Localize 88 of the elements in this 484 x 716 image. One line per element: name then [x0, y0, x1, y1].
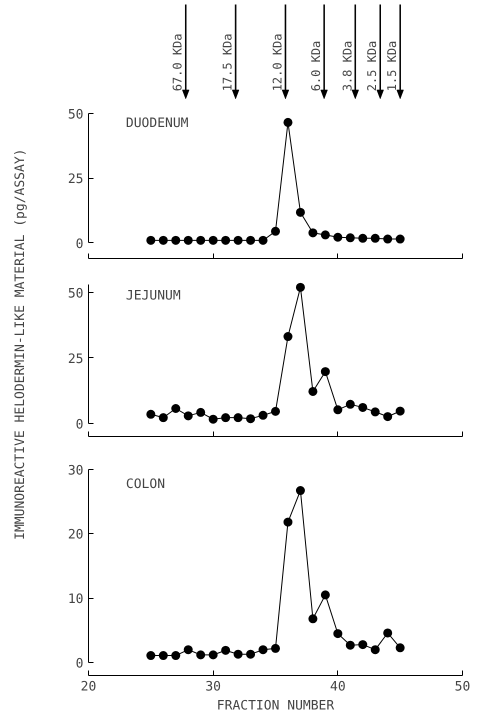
point: [246, 650, 256, 659]
point: [370, 407, 380, 416]
point: [283, 518, 292, 527]
point: [383, 234, 392, 244]
point: [296, 282, 305, 292]
point: [196, 236, 206, 245]
point: [146, 410, 156, 419]
point: [146, 651, 156, 660]
point: [184, 411, 193, 420]
x-axis-title: FRACTION NUMBER: [216, 698, 334, 714]
point: [196, 408, 206, 417]
point: [184, 236, 193, 245]
point: [370, 234, 380, 243]
point: [208, 236, 218, 245]
y-tick-label: 0: [76, 236, 84, 252]
chart-title: DUODENUM: [126, 116, 189, 132]
point: [370, 645, 380, 654]
point: [320, 230, 330, 240]
point: [234, 236, 243, 245]
x-tick-label: 30: [205, 680, 221, 694]
point: [333, 405, 342, 414]
point: [358, 234, 368, 243]
text: COLON: [126, 477, 166, 492]
point: [208, 650, 218, 660]
point: [196, 650, 206, 660]
point: [396, 234, 405, 244]
point: [258, 645, 268, 654]
point: [358, 402, 368, 412]
point: [396, 643, 405, 652]
point: [383, 628, 392, 638]
point: [246, 236, 256, 245]
point: [221, 646, 230, 655]
point: [208, 414, 218, 424]
point: [296, 486, 305, 496]
point: [246, 414, 256, 424]
point: [320, 590, 330, 600]
ref-line-label: 67.0 KDa: [170, 34, 185, 92]
point: [271, 644, 280, 653]
y-axis-title: IMMUNOREACTIVE HELODERMIN-LIKE MATERIAL (pg/ASSAY): [13, 148, 28, 540]
point: [346, 640, 355, 650]
point: [308, 228, 318, 238]
chart-title: JEJUNUM: [126, 288, 181, 304]
point: [158, 413, 168, 422]
point: [234, 650, 243, 659]
point: [146, 236, 156, 245]
point: [171, 651, 180, 660]
point: [383, 412, 392, 422]
ref-line-label: 3.8 KDa: [340, 40, 354, 92]
y-tick-label: 0: [76, 417, 84, 432]
y-tick-label: 25: [68, 352, 84, 367]
point: [258, 410, 268, 420]
point: [296, 208, 305, 217]
point: [396, 406, 405, 416]
y-tick-label: 50: [68, 107, 84, 122]
point: [333, 232, 342, 242]
point: [283, 332, 292, 342]
ref-line-label: 12.0 KDa: [270, 34, 284, 92]
ref-line-label: 2.5 KDa: [365, 40, 380, 92]
ref-line-label: 6.0 KDa: [309, 40, 324, 92]
y-tick-label: 0: [76, 656, 84, 672]
point: [258, 236, 268, 245]
point: [333, 629, 342, 638]
point: [308, 614, 318, 624]
point: [184, 645, 193, 654]
point: [271, 226, 280, 236]
y-tick-label: 10: [68, 592, 84, 608]
y-tick-label: 50: [68, 286, 84, 302]
y-tick-label: 30: [68, 463, 84, 478]
point: [308, 386, 318, 396]
point: [158, 651, 168, 660]
point: [171, 404, 180, 413]
point: [171, 236, 180, 245]
y-tick-label: 20: [68, 528, 84, 543]
x-tick-label: 40: [330, 680, 346, 694]
point: [320, 367, 330, 376]
y-tick-label: 25: [68, 172, 84, 188]
point: [346, 233, 355, 242]
point: [346, 400, 355, 409]
ref-line-label: 17.5 KDa: [220, 34, 235, 92]
point: [158, 236, 168, 245]
point: [271, 406, 280, 416]
point: [221, 413, 230, 422]
point: [221, 236, 230, 245]
ref-line-label: 1.5 KDa: [385, 40, 400, 92]
x-tick-label: 50: [454, 680, 470, 694]
point: [234, 413, 243, 422]
point: [283, 118, 292, 127]
point: [358, 640, 368, 650]
